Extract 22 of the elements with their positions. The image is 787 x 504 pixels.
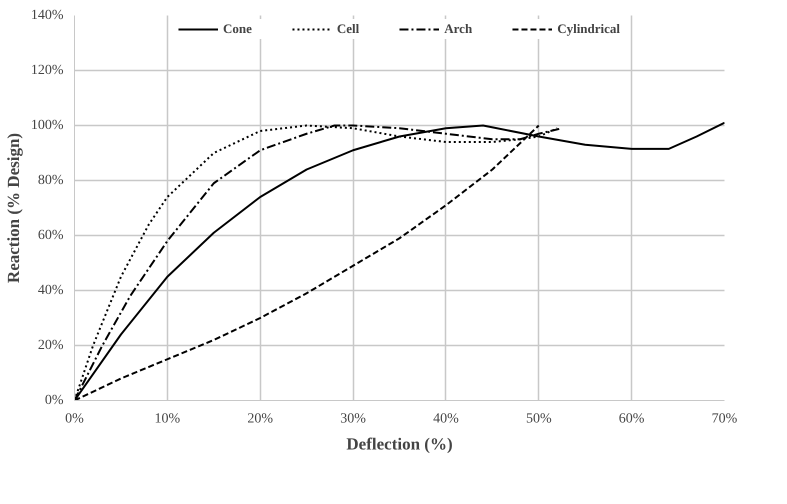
y-tick-label: 100% — [30, 118, 64, 133]
x-tick-label: 50% — [526, 412, 552, 426]
y-tick-label: 120% — [30, 63, 64, 78]
x-tick-label: 0% — [65, 412, 84, 426]
x-tick-label: 40% — [433, 412, 460, 426]
x-tick-label: 10% — [154, 412, 181, 426]
y-tick-label: 40% — [38, 283, 64, 298]
legend-label: Arch — [444, 21, 472, 37]
x-tick-label: 20% — [247, 412, 274, 426]
y-tick-label: 0% — [44, 393, 64, 408]
legend-label: Cell — [336, 21, 360, 37]
y-tick-label: 60% — [38, 228, 64, 243]
y-tick-label: 140% — [30, 8, 64, 23]
y-axis-title: Reaction (% Design) — [4, 132, 23, 284]
x-axis-title: Deflection (%) — [346, 434, 453, 454]
x-tick-label: 30% — [340, 412, 366, 426]
y-tick-label: 20% — [38, 338, 64, 353]
x-tick-label: 60% — [618, 412, 645, 426]
legend-label: Cylindrical — [557, 21, 620, 37]
x-tick-label: 70% — [712, 412, 738, 426]
legend-label: Cone — [222, 21, 252, 37]
y-tick-label: 80% — [38, 173, 64, 188]
